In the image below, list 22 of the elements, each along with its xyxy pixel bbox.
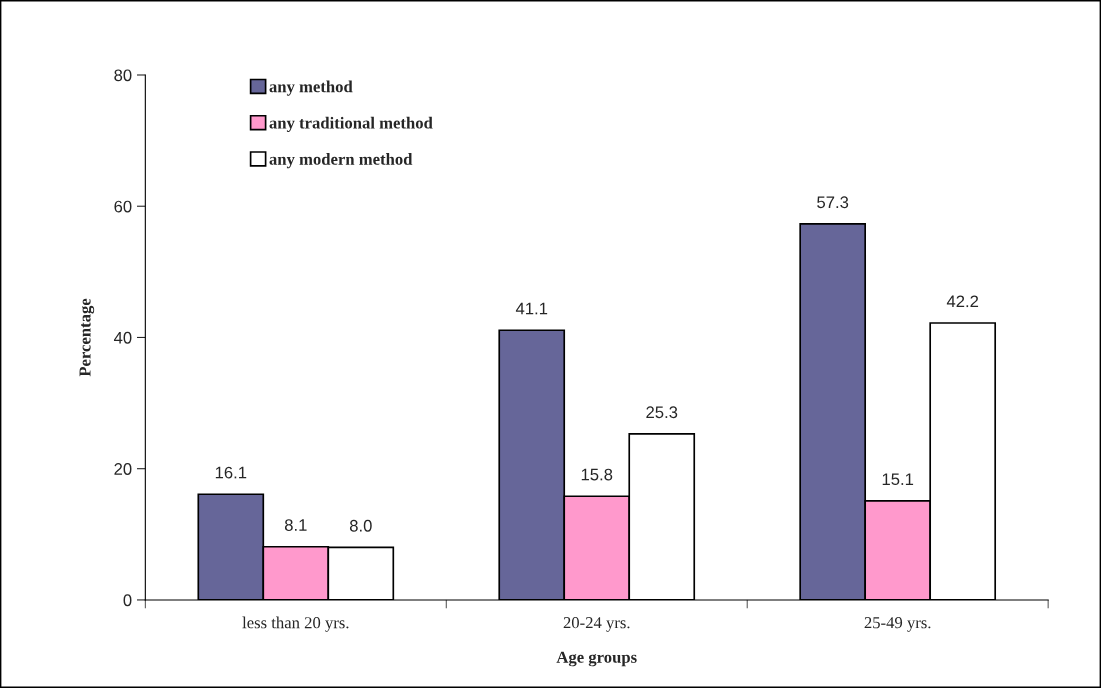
data-label: 8.1	[284, 519, 307, 531]
data-label: 25.3	[646, 406, 678, 419]
data-label: 15.1	[882, 473, 914, 486]
x-tick-label: less than 20 yrs.	[242, 616, 349, 632]
data-label: 41.1	[515, 302, 548, 315]
data-label: 15.8	[581, 468, 613, 481]
y-tick-label: 20	[114, 463, 132, 475]
data-label: 57.3	[817, 196, 849, 209]
data-label: 8.0	[349, 519, 372, 532]
y-axis-title: Percentage	[79, 298, 95, 377]
x-tick-label: 25-49 yrs.	[864, 617, 931, 632]
x-axis-title: Age groups	[556, 651, 637, 667]
y-tick-label: 40	[113, 331, 132, 344]
y-tick-label: 0	[123, 594, 132, 607]
data-label: 42.2	[946, 295, 979, 308]
data-label: 16.1	[215, 466, 247, 479]
legend-label: any traditional method	[269, 116, 433, 133]
legend-label: any method	[269, 80, 353, 96]
legend-label: any modern method	[269, 153, 413, 169]
y-tick-label: 60	[114, 200, 132, 213]
x-tick-label: 20-24 yrs.	[563, 617, 630, 632]
y-tick-label: 80	[114, 69, 132, 82]
